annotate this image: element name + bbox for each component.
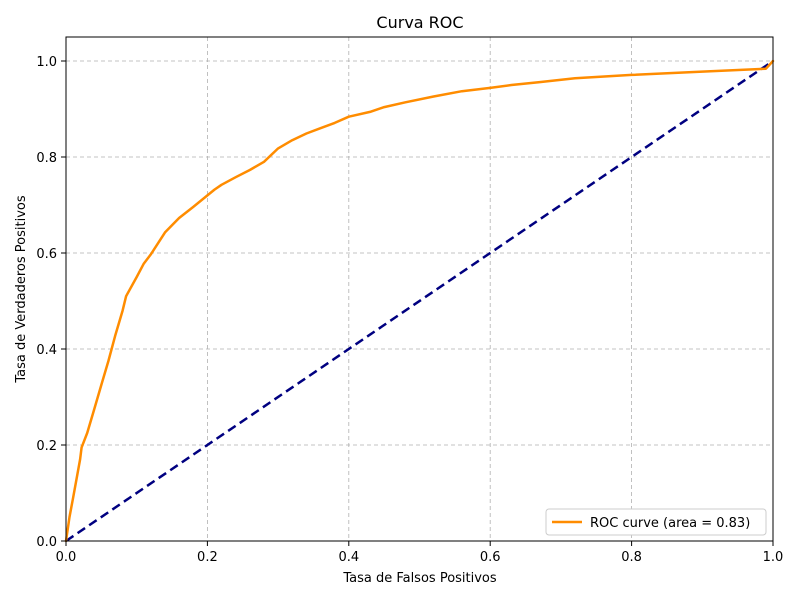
x-tick-label: 0.4 bbox=[338, 550, 359, 565]
y-tick-label: 0.6 bbox=[36, 247, 57, 262]
grid-layer bbox=[65, 37, 774, 542]
y-tick-label: 0.8 bbox=[36, 151, 57, 166]
x-tick-label: 0.2 bbox=[197, 550, 218, 565]
y-tick-label: 0.4 bbox=[36, 343, 57, 358]
tick-layer: 0.0 0.2 0.4 0.6 0.8 1.0 0.0 0.2 0.4 0.6 0.8 1.0 bbox=[36, 55, 783, 565]
series-layer bbox=[64, 59, 775, 543]
y-tick-label: 1.0 bbox=[36, 55, 57, 70]
x-tick-label: 0.0 bbox=[56, 550, 77, 565]
chart-title: Curva ROC bbox=[376, 13, 463, 32]
x-axis-title: Tasa de Falsos Positivos bbox=[342, 571, 497, 586]
y-tick-label: 0.2 bbox=[36, 439, 57, 454]
x-tick-label: 0.6 bbox=[480, 550, 501, 565]
legend: ROC curve (area = 0.83) bbox=[545, 508, 767, 536]
legend-label-roc: ROC curve (area = 0.83) bbox=[590, 516, 750, 531]
plot-frame bbox=[65, 36, 774, 542]
y-tick-label: 0.0 bbox=[36, 535, 57, 550]
diagonal-reference-line bbox=[65, 59, 774, 543]
legend-box bbox=[545, 508, 767, 536]
y-axis-title: Tasa de Verdaderos Positivos bbox=[14, 195, 29, 383]
x-tick-label: 1.0 bbox=[763, 550, 784, 565]
x-tick-label: 0.8 bbox=[621, 550, 642, 565]
roc-curve-line bbox=[64, 59, 775, 543]
